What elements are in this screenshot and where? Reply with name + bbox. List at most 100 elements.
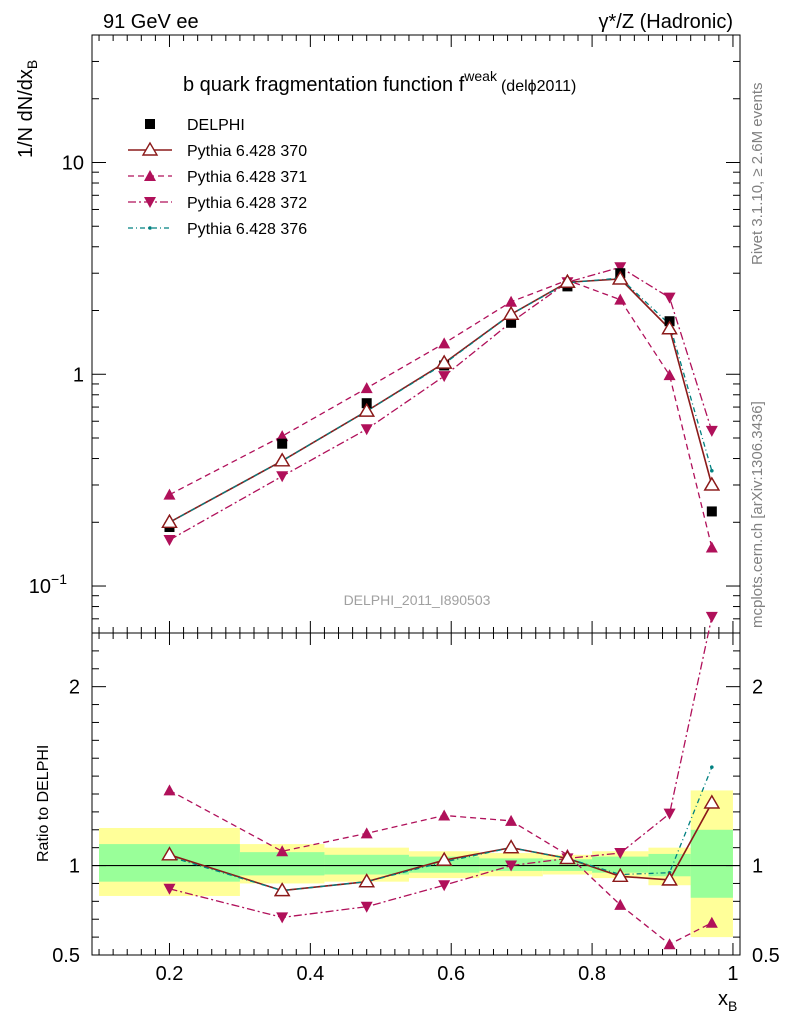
ratio-y-tick-label-right: 0.5 bbox=[752, 945, 780, 967]
x-tick-label: 0.6 bbox=[437, 963, 465, 985]
ratio-plot-frame bbox=[91, 632, 741, 956]
legend: DELPHI Pythia 6.428 370 Pythia 6.428 371 Py… bbox=[128, 117, 307, 238]
ratio-series-point bbox=[358, 873, 375, 888]
ratio-series-point bbox=[360, 901, 373, 913]
series-3 bbox=[163, 262, 718, 546]
ratio-series-point bbox=[163, 883, 176, 895]
chart-title-tag: (delϕ2011) bbox=[501, 78, 576, 95]
ratio-series-point bbox=[505, 860, 518, 872]
legend-item: Pythia 6.428 371 bbox=[128, 169, 307, 186]
x-tick-label: 0.4 bbox=[296, 963, 324, 985]
inner-band bbox=[592, 856, 649, 873]
y-tick-label-exponent: −1 bbox=[51, 571, 67, 587]
ratio-series-point bbox=[438, 880, 451, 892]
data-point bbox=[706, 506, 717, 517]
series-point bbox=[703, 476, 721, 491]
chart-title-main: b quark fragmentation function f bbox=[183, 74, 465, 96]
ratio-y-tick-label-left: 1 bbox=[69, 856, 80, 878]
ratio-series-point bbox=[703, 794, 721, 809]
ratio-series-point bbox=[559, 850, 576, 865]
ratio-y-axis-label: Ratio to DELPHI bbox=[35, 745, 52, 862]
series-line bbox=[169, 277, 713, 523]
ratio-series-point bbox=[614, 898, 627, 910]
ratio-y-tick-label-left: 2 bbox=[69, 677, 80, 699]
ratio-series-point bbox=[502, 839, 520, 854]
ratio-series-point bbox=[614, 848, 627, 860]
legend-item: DELPHI bbox=[145, 117, 245, 134]
legend-item: Pythia 6.428 370 bbox=[128, 141, 307, 160]
series-point bbox=[438, 371, 451, 383]
process-label: γ*/Z (Hadronic) bbox=[599, 11, 733, 33]
data-point bbox=[277, 438, 288, 449]
series-point bbox=[502, 305, 520, 320]
ratio-series-point bbox=[276, 845, 289, 857]
series-point bbox=[710, 469, 714, 473]
series-point bbox=[663, 292, 676, 304]
series-2 bbox=[163, 274, 718, 553]
series-point bbox=[705, 541, 718, 553]
data-series bbox=[164, 268, 717, 532]
legend-item: Pythia 6.428 376 bbox=[128, 221, 307, 238]
ratio-series-point bbox=[663, 938, 676, 950]
series-point bbox=[435, 354, 453, 369]
ratio-series-point bbox=[505, 814, 518, 826]
x-tick-label: 1 bbox=[727, 963, 738, 985]
x-axis-label: xB bbox=[718, 988, 737, 1014]
inner-band bbox=[239, 852, 325, 876]
series-line bbox=[169, 266, 713, 541]
x-axis-label-main: x bbox=[718, 988, 728, 1010]
inner-band bbox=[324, 854, 409, 875]
series-point bbox=[614, 262, 627, 274]
ratio-series-point bbox=[710, 765, 714, 769]
chart-title-sup: weak bbox=[463, 68, 498, 84]
legend-marker bbox=[148, 226, 152, 230]
series-1-markers bbox=[161, 270, 721, 528]
y-axis-label-main: 1/N dN/dx bbox=[15, 69, 37, 158]
ratio-series-point bbox=[612, 867, 629, 882]
series-point bbox=[505, 295, 518, 307]
series-point bbox=[360, 424, 373, 436]
series-point bbox=[276, 471, 289, 483]
legend-label: Pythia 6.428 371 bbox=[187, 169, 307, 186]
ratio-series-point bbox=[360, 827, 373, 839]
legend-marker bbox=[145, 119, 155, 129]
ratio-y-tick-label-right: 2 bbox=[752, 677, 763, 699]
series-point bbox=[273, 452, 291, 467]
series-point bbox=[614, 293, 627, 305]
ratio-series-point bbox=[161, 846, 178, 861]
ratio-series-point bbox=[438, 809, 451, 821]
x-tick-label: 0.2 bbox=[156, 963, 184, 985]
ratio-series-line bbox=[169, 616, 713, 919]
ratio-series-point bbox=[273, 882, 291, 897]
legend-marker bbox=[144, 197, 156, 208]
mcplots-label: mcplots.cern.ch [arXiv:1306.3436] bbox=[749, 401, 766, 628]
legend-label: DELPHI bbox=[187, 117, 245, 134]
legend-marker bbox=[141, 141, 159, 156]
legend-label: Pythia 6.428 376 bbox=[187, 221, 307, 238]
series-point bbox=[161, 513, 178, 528]
series-line bbox=[169, 279, 713, 548]
ratio-series-point bbox=[705, 916, 718, 928]
series-point bbox=[663, 369, 676, 381]
series-point bbox=[163, 534, 176, 546]
legend-label: Pythia 6.428 370 bbox=[187, 143, 307, 160]
ratio-series-point bbox=[276, 912, 289, 924]
y-axis-label-sub: B bbox=[24, 60, 40, 69]
ratio-series-point bbox=[663, 808, 676, 820]
chart-title: b quark fragmentation function fweak(del… bbox=[183, 68, 576, 96]
ratio-series-point bbox=[661, 871, 678, 886]
y-tick-label: 10 bbox=[62, 152, 84, 174]
ratio-series-1-markers bbox=[161, 794, 721, 897]
legend-label: Pythia 6.428 372 bbox=[187, 195, 307, 212]
ratio-y-ticks bbox=[92, 632, 740, 956]
series-point bbox=[358, 402, 375, 417]
ratio-series-point bbox=[435, 851, 453, 866]
series-point bbox=[276, 430, 289, 442]
energy-label: 91 GeV ee bbox=[103, 11, 199, 33]
y-tick-label: 1 bbox=[73, 364, 84, 386]
x-tick-label: 0.8 bbox=[578, 963, 606, 985]
series-point bbox=[661, 320, 678, 335]
ratio-y-tick-label-right: 1 bbox=[752, 856, 763, 878]
